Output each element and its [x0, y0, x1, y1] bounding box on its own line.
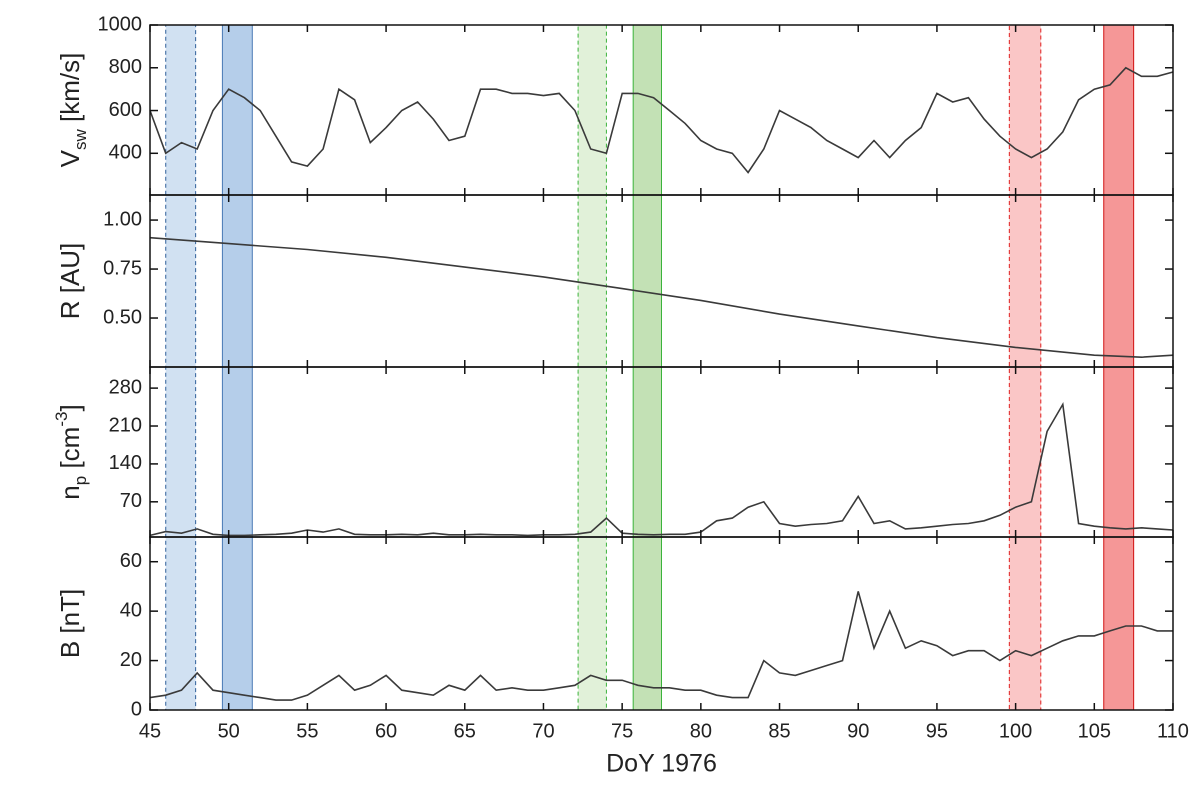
y-axis-label-part: V: [55, 149, 85, 167]
y-axis-label: R [AU]: [55, 243, 85, 320]
x-tick-label: 95: [926, 720, 948, 742]
y-tick-label: 0.50: [103, 306, 142, 328]
x-tick-label: 65: [454, 720, 476, 742]
y-tick-label: 1.00: [103, 208, 142, 230]
x-tick-label: 90: [847, 720, 869, 742]
x-tick-label: 60: [375, 720, 397, 742]
y-axis-label-part: -3: [52, 412, 71, 427]
y-axis-label-part: sw: [71, 129, 90, 151]
y-axis-label-part: p: [71, 476, 90, 485]
y-tick-label: 0: [131, 698, 142, 720]
y-axis-label-part: [cm: [55, 427, 85, 476]
x-tick-label: 70: [532, 720, 554, 742]
y-tick-label: 140: [109, 452, 142, 474]
y-axis-label: B [nT]: [55, 589, 85, 658]
x-tick-label: 80: [690, 720, 712, 742]
panel-frame: [149, 536, 1174, 711]
y-axis-label-part: ]: [55, 404, 85, 411]
y-axis-label: Vsw [km/s]: [55, 53, 90, 168]
y-tick-label: 1000: [98, 13, 143, 35]
y-tick-label: 40: [120, 599, 142, 621]
x-axis-label: DoY 1976: [606, 750, 717, 778]
data-line: [149, 401, 1174, 537]
y-axis-label-part: [km/s]: [55, 53, 85, 130]
y-tick-label: 400: [109, 142, 142, 164]
x-tick-label: 75: [611, 720, 633, 742]
data-line: [149, 66, 1174, 174]
y-tick-label: 20: [120, 649, 142, 671]
y-axis-label-part: n: [55, 485, 85, 499]
x-tick-label: 55: [296, 720, 318, 742]
x-tick-label: 110: [1157, 720, 1189, 742]
x-tick-label: 105: [1078, 720, 1111, 742]
y-tick-label: 60: [120, 550, 142, 572]
y-axis-label-part: R [AU]: [55, 243, 85, 320]
y-axis-label-part: B [nT]: [55, 589, 85, 658]
x-tick-label: 85: [768, 720, 790, 742]
y-tick-label: 600: [109, 99, 142, 121]
y-tick-label: 0.75: [103, 257, 142, 279]
data-line: [149, 591, 1173, 701]
x-tick-label: 100: [999, 720, 1032, 742]
x-tick-label: 45: [139, 720, 161, 742]
y-axis-label: np [cm-3]: [52, 404, 90, 499]
y-tick-label: 70: [120, 490, 142, 512]
y-tick-label: 800: [109, 56, 142, 78]
y-tick-label: 210: [109, 414, 142, 436]
data-line: [149, 236, 1174, 359]
x-tick-label: 50: [218, 720, 240, 742]
y-tick-label: 280: [109, 376, 142, 398]
